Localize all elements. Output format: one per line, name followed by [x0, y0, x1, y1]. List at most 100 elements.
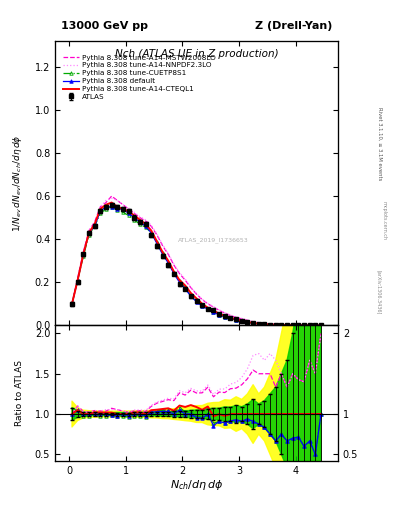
Pythia 8.308 tune-CUETP8S1 — [239, 318, 244, 324]
Pythia 8.308 tune-CUETP8S1 — [217, 311, 222, 317]
Pythia 8.308 tune-A14-CTEQL1 — [313, 322, 318, 328]
Pythia 8.308 tune-A14-NNPDF2.3LO — [279, 322, 284, 328]
Pythia 8.308 tune-A14-CTEQL1 — [206, 305, 210, 311]
Pythia 8.308 tune-A14-CTEQL1 — [302, 322, 307, 328]
Pythia 8.308 tune-A14-MSTW2008LO — [132, 210, 137, 217]
Pythia 8.308 tune-A14-CTEQL1 — [70, 301, 74, 307]
Pythia 8.308 tune-CUETP8S1 — [98, 210, 103, 217]
Pythia 8.308 default — [121, 206, 125, 212]
Pythia 8.308 tune-A14-NNPDF2.3LO — [92, 219, 97, 225]
Pythia 8.308 tune-CUETP8S1 — [171, 269, 176, 275]
Pythia 8.308 tune-A14-MSTW2008LO — [228, 312, 233, 318]
Pythia 8.308 tune-A14-MSTW2008LO — [302, 322, 307, 328]
Pythia 8.308 default — [274, 322, 278, 328]
Pythia 8.308 tune-CUETP8S1 — [86, 232, 91, 238]
Pythia 8.308 tune-A14-MSTW2008LO — [211, 304, 216, 310]
Pythia 8.308 tune-A14-MSTW2008LO — [115, 197, 119, 203]
Pythia 8.308 tune-CUETP8S1 — [307, 322, 312, 328]
Pythia 8.308 default — [177, 279, 182, 285]
Pythia 8.308 tune-CUETP8S1 — [290, 322, 295, 328]
Pythia 8.308 tune-A14-NNPDF2.3LO — [239, 315, 244, 322]
Pythia 8.308 tune-A14-NNPDF2.3LO — [285, 322, 289, 328]
Pythia 8.308 tune-A14-NNPDF2.3LO — [200, 296, 204, 302]
Pythia 8.308 default — [70, 301, 74, 307]
Pythia 8.308 tune-A14-CTEQL1 — [154, 238, 159, 244]
Pythia 8.308 tune-A14-MSTW2008LO — [183, 277, 187, 283]
Pythia 8.308 default — [279, 322, 284, 328]
Pythia 8.308 tune-A14-MSTW2008LO — [149, 223, 154, 229]
Pythia 8.308 tune-A14-CTEQL1 — [234, 316, 239, 323]
Pythia 8.308 tune-A14-NNPDF2.3LO — [177, 269, 182, 275]
Pythia 8.308 tune-A14-CTEQL1 — [256, 321, 261, 327]
Pythia 8.308 tune-A14-CTEQL1 — [86, 230, 91, 236]
Pythia 8.308 tune-A14-MSTW2008LO — [245, 317, 250, 324]
Pythia 8.308 tune-CUETP8S1 — [92, 223, 97, 229]
Pythia 8.308 tune-A14-NNPDF2.3LO — [189, 284, 193, 290]
Pythia 8.308 default — [200, 303, 204, 309]
Pythia 8.308 default — [228, 315, 233, 322]
Pythia 8.308 tune-A14-NNPDF2.3LO — [104, 197, 108, 203]
Pythia 8.308 default — [285, 322, 289, 328]
Pythia 8.308 tune-CUETP8S1 — [70, 301, 74, 307]
Pythia 8.308 tune-CUETP8S1 — [149, 230, 154, 236]
Pythia 8.308 tune-CUETP8S1 — [75, 277, 80, 283]
Pythia 8.308 tune-CUETP8S1 — [109, 204, 114, 210]
Pythia 8.308 tune-A14-MSTW2008LO — [86, 227, 91, 233]
Pythia 8.308 tune-A14-NNPDF2.3LO — [171, 261, 176, 267]
Pythia 8.308 tune-A14-MSTW2008LO — [109, 193, 114, 199]
Pythia 8.308 tune-A14-NNPDF2.3LO — [234, 314, 239, 320]
Pythia 8.308 tune-A14-CTEQL1 — [251, 320, 255, 326]
Pythia 8.308 default — [217, 311, 222, 317]
Pythia 8.308 tune-A14-NNPDF2.3LO — [86, 227, 91, 233]
Pythia 8.308 tune-CUETP8S1 — [177, 278, 182, 284]
Pythia 8.308 tune-A14-CTEQL1 — [290, 322, 295, 328]
Pythia 8.308 tune-CUETP8S1 — [296, 322, 301, 328]
Pythia 8.308 tune-A14-NNPDF2.3LO — [256, 319, 261, 326]
Pythia 8.308 default — [262, 321, 267, 327]
Pythia 8.308 tune-A14-MSTW2008LO — [251, 318, 255, 325]
Text: 13000 GeV pp: 13000 GeV pp — [61, 21, 148, 31]
Pythia 8.308 tune-CUETP8S1 — [126, 212, 131, 219]
Line: Pythia 8.308 tune-CUETP8S1: Pythia 8.308 tune-CUETP8S1 — [70, 205, 323, 327]
Text: mcplots.cern.ch: mcplots.cern.ch — [382, 201, 387, 240]
Pythia 8.308 default — [239, 318, 244, 324]
Pythia 8.308 default — [75, 277, 80, 283]
Pythia 8.308 tune-A14-MSTW2008LO — [166, 251, 171, 258]
Pythia 8.308 tune-CUETP8S1 — [81, 253, 86, 260]
Legend: Pythia 8.308 tune-A14-MSTW2008LO, Pythia 8.308 tune-A14-NNPDF2.3LO, Pythia 8.308: Pythia 8.308 tune-A14-MSTW2008LO, Pythia… — [61, 53, 217, 101]
Pythia 8.308 tune-A14-MSTW2008LO — [70, 301, 74, 307]
Pythia 8.308 tune-A14-CTEQL1 — [121, 206, 125, 212]
Pythia 8.308 tune-A14-NNPDF2.3LO — [183, 276, 187, 282]
Pythia 8.308 tune-CUETP8S1 — [200, 303, 204, 309]
Pythia 8.308 default — [189, 293, 193, 300]
Pythia 8.308 default — [313, 322, 318, 328]
Pythia 8.308 tune-CUETP8S1 — [228, 315, 233, 322]
Pythia 8.308 default — [290, 322, 295, 328]
Line: Pythia 8.308 tune-A14-NNPDF2.3LO: Pythia 8.308 tune-A14-NNPDF2.3LO — [72, 198, 321, 325]
Pythia 8.308 default — [149, 230, 154, 236]
Pythia 8.308 tune-CUETP8S1 — [154, 239, 159, 245]
Pythia 8.308 default — [171, 270, 176, 276]
Pythia 8.308 tune-A14-MSTW2008LO — [92, 219, 97, 225]
Pythia 8.308 tune-A14-NNPDF2.3LO — [206, 301, 210, 307]
Pythia 8.308 tune-A14-MSTW2008LO — [177, 270, 182, 276]
Pythia 8.308 tune-A14-NNPDF2.3LO — [262, 320, 267, 326]
Pythia 8.308 tune-A14-MSTW2008LO — [206, 301, 210, 307]
Pythia 8.308 tune-A14-MSTW2008LO — [234, 314, 239, 321]
Pythia 8.308 tune-CUETP8S1 — [132, 217, 137, 223]
Pythia 8.308 tune-A14-MSTW2008LO — [268, 321, 272, 327]
Pythia 8.308 tune-A14-MSTW2008LO — [189, 285, 193, 291]
Pythia 8.308 default — [98, 208, 103, 214]
Pythia 8.308 tune-A14-NNPDF2.3LO — [222, 310, 227, 316]
Pythia 8.308 tune-A14-CTEQL1 — [104, 202, 108, 208]
Pythia 8.308 default — [126, 210, 131, 217]
Pythia 8.308 default — [166, 260, 171, 266]
Pythia 8.308 tune-A14-NNPDF2.3LO — [245, 317, 250, 323]
Pythia 8.308 default — [115, 206, 119, 212]
Pythia 8.308 tune-A14-MSTW2008LO — [279, 322, 284, 328]
Pythia 8.308 tune-A14-CTEQL1 — [279, 322, 284, 328]
Text: [arXiv:1306.3436]: [arXiv:1306.3436] — [377, 270, 382, 314]
Pythia 8.308 tune-A14-CTEQL1 — [274, 322, 278, 328]
Pythia 8.308 tune-CUETP8S1 — [313, 322, 318, 328]
Pythia 8.308 tune-A14-NNPDF2.3LO — [132, 209, 137, 216]
